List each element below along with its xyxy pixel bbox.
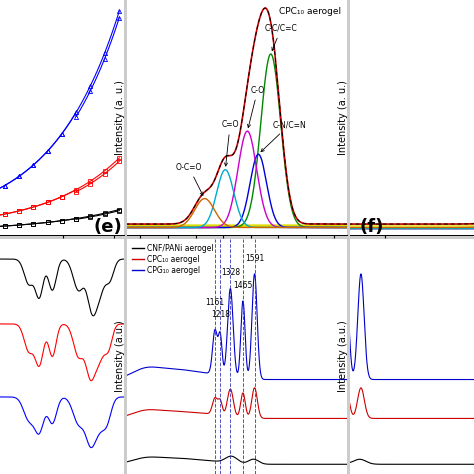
Text: (e): (e) bbox=[93, 219, 122, 237]
Text: (f): (f) bbox=[360, 219, 384, 237]
Y-axis label: Intensity (a. u.): Intensity (a. u.) bbox=[338, 80, 348, 155]
Text: C=O: C=O bbox=[221, 120, 239, 166]
Text: 1161: 1161 bbox=[205, 298, 225, 307]
X-axis label: (P/Po): (P/Po) bbox=[49, 250, 75, 259]
Text: 1465: 1465 bbox=[233, 281, 253, 290]
Text: C-N/C=N: C-N/C=N bbox=[261, 120, 306, 152]
Text: 1591: 1591 bbox=[245, 254, 264, 263]
Legend: CNF/PANi aerogel, CPC₁₀ aerogel, CPG₁₀ aerogel: CNF/PANi aerogel, CPC₁₀ aerogel, CPG₁₀ a… bbox=[130, 243, 215, 276]
Y-axis label: Intensity (a. u.): Intensity (a. u.) bbox=[115, 80, 125, 155]
Text: O-C=O: O-C=O bbox=[175, 163, 203, 195]
Text: 1218: 1218 bbox=[211, 310, 230, 319]
Y-axis label: Intensity (a.u.): Intensity (a.u.) bbox=[338, 320, 348, 392]
X-axis label: Binding Energy (eV): Binding Energy (eV) bbox=[188, 251, 286, 261]
Text: C-O: C-O bbox=[247, 85, 265, 128]
Y-axis label: Intensity (a.u.): Intensity (a.u.) bbox=[115, 320, 125, 392]
Text: CPC₁₀ aerogel: CPC₁₀ aerogel bbox=[279, 7, 341, 16]
Text: 1328: 1328 bbox=[221, 268, 240, 277]
Text: C-C/C=C: C-C/C=C bbox=[265, 24, 298, 51]
